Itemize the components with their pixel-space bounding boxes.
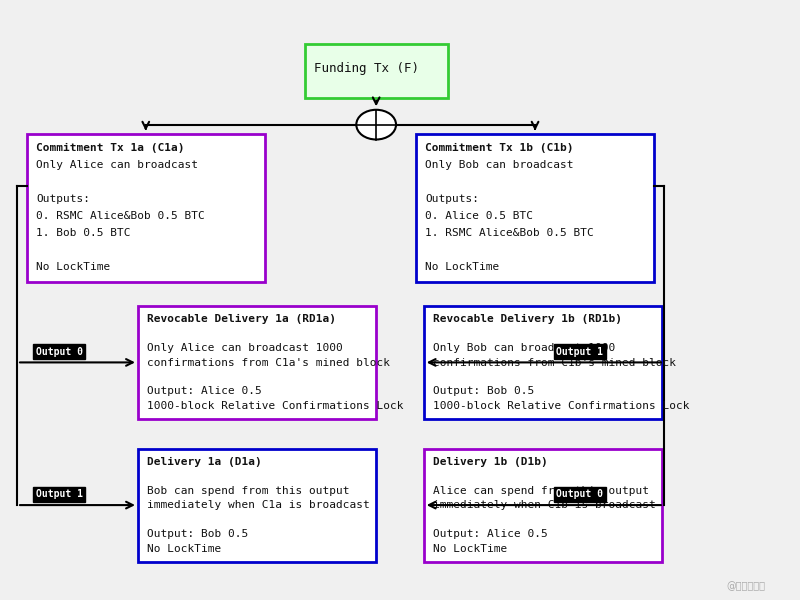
Text: Only Alice can broadcast 1000: Only Alice can broadcast 1000: [147, 343, 343, 353]
FancyBboxPatch shape: [138, 306, 376, 419]
FancyBboxPatch shape: [26, 134, 265, 282]
Text: Output 1: Output 1: [556, 347, 603, 357]
Text: Outputs:: Outputs:: [36, 194, 90, 204]
Text: Revocable Delivery 1b (RD1b): Revocable Delivery 1b (RD1b): [434, 314, 622, 325]
Text: confirmations from C1b's mined block: confirmations from C1b's mined block: [434, 358, 676, 368]
FancyBboxPatch shape: [424, 306, 662, 419]
Text: No LockTime: No LockTime: [147, 544, 222, 554]
FancyBboxPatch shape: [424, 449, 662, 562]
Text: immediately when C1b is broadcast: immediately when C1b is broadcast: [434, 500, 656, 510]
Text: 0. Alice 0.5 BTC: 0. Alice 0.5 BTC: [426, 211, 534, 221]
Text: Delivery 1a (D1a): Delivery 1a (D1a): [147, 457, 262, 467]
Text: Only Bob can broadcast: Only Bob can broadcast: [426, 160, 574, 170]
Text: Delivery 1b (D1b): Delivery 1b (D1b): [434, 457, 548, 467]
Text: 1. RSMC Alice&Bob 0.5 BTC: 1. RSMC Alice&Bob 0.5 BTC: [426, 228, 594, 238]
Text: 1000-block Relative Confirmations Lock: 1000-block Relative Confirmations Lock: [434, 401, 690, 411]
Text: No LockTime: No LockTime: [36, 262, 110, 272]
Text: 0. RSMC Alice&Bob 0.5 BTC: 0. RSMC Alice&Bob 0.5 BTC: [36, 211, 205, 221]
Text: @比特派钱包: @比特派钱包: [726, 581, 766, 591]
Circle shape: [356, 110, 396, 140]
FancyBboxPatch shape: [305, 44, 448, 98]
Text: immediately when C1a is broadcast: immediately when C1a is broadcast: [147, 500, 370, 510]
Text: No LockTime: No LockTime: [426, 262, 500, 272]
Text: Revocable Delivery 1a (RD1a): Revocable Delivery 1a (RD1a): [147, 314, 336, 325]
Text: Output 0: Output 0: [36, 347, 83, 357]
Text: Outputs:: Outputs:: [426, 194, 479, 204]
Text: Only Bob can broadcast 1000: Only Bob can broadcast 1000: [434, 343, 616, 353]
Text: Output: Alice 0.5: Output: Alice 0.5: [147, 386, 262, 397]
Text: Output 1: Output 1: [36, 490, 83, 499]
Text: Bob can spend from this output: Bob can spend from this output: [147, 486, 350, 496]
Text: confirmations from C1a's mined block: confirmations from C1a's mined block: [147, 358, 390, 368]
Text: Commitment Tx 1b (C1b): Commitment Tx 1b (C1b): [426, 143, 574, 154]
Text: Output: Alice 0.5: Output: Alice 0.5: [434, 529, 548, 539]
FancyBboxPatch shape: [416, 134, 654, 282]
Text: 1000-block Relative Confirmations Lock: 1000-block Relative Confirmations Lock: [147, 401, 404, 411]
Text: Output: Bob 0.5: Output: Bob 0.5: [147, 529, 249, 539]
Text: Commitment Tx 1a (C1a): Commitment Tx 1a (C1a): [36, 143, 185, 154]
Text: No LockTime: No LockTime: [434, 544, 508, 554]
Text: 1. Bob 0.5 BTC: 1. Bob 0.5 BTC: [36, 228, 130, 238]
Text: Output: Bob 0.5: Output: Bob 0.5: [434, 386, 534, 397]
Text: Only Alice can broadcast: Only Alice can broadcast: [36, 160, 198, 170]
FancyBboxPatch shape: [138, 449, 376, 562]
Text: Alice can spend from this output: Alice can spend from this output: [434, 486, 650, 496]
Text: Output 0: Output 0: [556, 490, 603, 499]
Text: Funding Tx (F): Funding Tx (F): [314, 62, 419, 75]
